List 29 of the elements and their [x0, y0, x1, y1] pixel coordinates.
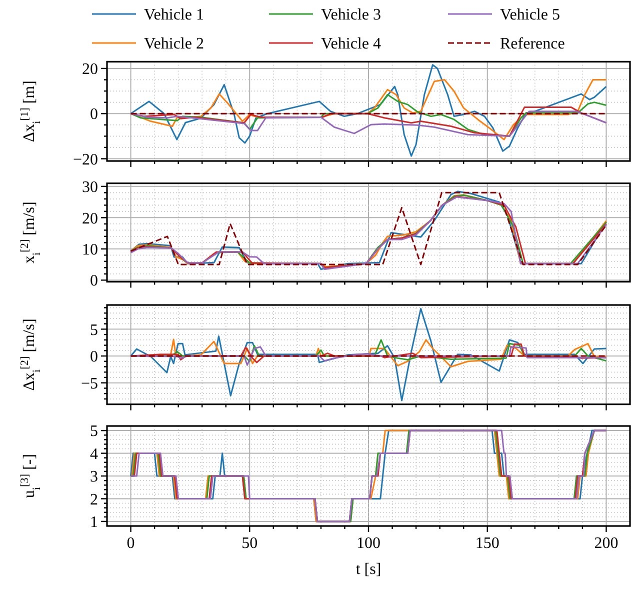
y-tick-label: 20: [82, 61, 98, 78]
legend-label: Vehicle 3: [321, 6, 381, 24]
x-tick-label: 0: [126, 535, 135, 552]
legend-label: Vehicle 2: [144, 36, 204, 53]
y-tick-label: 1: [90, 514, 98, 532]
x-axis-title: t [s]: [356, 561, 382, 578]
y-tick-label: 0: [90, 272, 98, 290]
line-series: [130, 308, 607, 402]
legend-label: Reference: [500, 36, 565, 53]
y-tick-label: 3: [90, 468, 98, 486]
x-tick-label: 200: [594, 535, 618, 552]
x-tick-label: 50: [242, 535, 258, 552]
y-tick-label: −5: [80, 375, 98, 392]
y-tick-label: 2: [90, 491, 98, 508]
y-tick-label: 0: [90, 106, 98, 124]
y-tick-label: 5: [90, 423, 98, 440]
y-tick-label: 4: [90, 446, 98, 463]
y-tick-label: 10: [82, 242, 98, 258]
y-tick-label: 30: [82, 179, 98, 196]
line-series: [130, 64, 607, 157]
legend-label: Vehicle 5: [500, 6, 560, 24]
legend-label: Vehicle 4: [321, 36, 381, 53]
x-tick-label: 150: [475, 535, 500, 552]
y-tick-label: 0: [90, 348, 98, 366]
y-tick-label: 20: [82, 210, 98, 228]
x-tick-label: 100: [356, 535, 380, 552]
y-tick-label: 5: [90, 322, 98, 339]
legend-label: Vehicle 1: [144, 6, 204, 24]
y-tick-label: −20: [72, 151, 98, 168]
